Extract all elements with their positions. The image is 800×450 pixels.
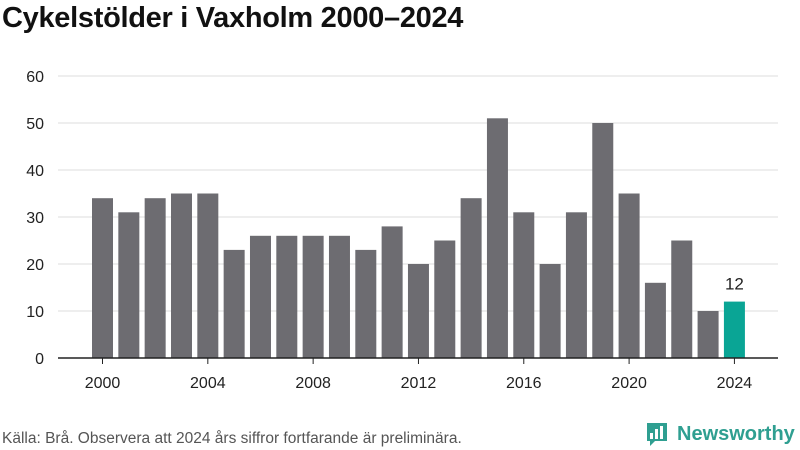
chart-title: Cykelstölder i Vaxholm 2000–2024	[2, 2, 464, 34]
data-labels: 12	[725, 275, 744, 294]
bar-2000	[92, 198, 113, 358]
y-tick-label-50: 50	[26, 116, 44, 133]
bar-2020	[618, 193, 640, 358]
y-axis-ticks: 0 10 20 30 40 50 60	[26, 69, 44, 368]
bar-2006	[249, 235, 271, 358]
bar-2015	[486, 118, 508, 358]
bar-2007	[276, 235, 298, 358]
bars	[92, 118, 745, 358]
bar-2004	[197, 193, 219, 358]
bar-2024	[723, 301, 745, 358]
data-label-2024: 12	[725, 275, 744, 294]
y-tick-label-20: 20	[26, 257, 44, 274]
x-tick-label-2012: 2012	[401, 375, 437, 392]
bar-2011	[381, 226, 403, 358]
bar-2022	[671, 240, 693, 358]
x-tick-label-2000: 2000	[85, 375, 121, 392]
x-tick-label-2020: 2020	[611, 375, 647, 392]
bar-2005	[223, 249, 245, 358]
bar-2018	[565, 212, 587, 358]
bar-2009	[328, 235, 350, 358]
x-tick-label-2008: 2008	[295, 375, 331, 392]
bar-2019	[592, 123, 614, 358]
y-tick-label-40: 40	[26, 163, 44, 180]
newsworthy-logo[interactable]: Newsworthy	[645, 421, 795, 447]
bar-2021	[644, 282, 666, 358]
bar-2016	[513, 212, 535, 358]
bar-2023	[697, 311, 719, 358]
y-tick-label-30: 30	[26, 210, 44, 227]
bar-2001	[118, 212, 140, 358]
bar-2014	[460, 198, 482, 358]
x-tick-label-2004: 2004	[190, 375, 226, 392]
y-tick-label-60: 60	[26, 69, 44, 86]
bar-2012	[407, 264, 429, 358]
bar-2017	[539, 264, 561, 358]
y-tick-label-10: 10	[26, 304, 44, 321]
bar-2002	[144, 198, 166, 358]
bar-2008	[302, 235, 324, 358]
bar-2003	[170, 193, 192, 358]
newsworthy-logo-icon	[647, 423, 667, 446]
x-tick-label-2024: 2024	[717, 375, 753, 392]
x-axis-ticks: 2000 2004 2008 2012 2016 2020 2024	[85, 358, 753, 392]
bar-2013	[434, 240, 456, 358]
logo-text: Newsworthy	[677, 422, 795, 445]
bar-2010	[355, 249, 377, 358]
y-tick-label-0: 0	[35, 351, 44, 368]
source-note: Källa: Brå. Observera att 2024 års siffr…	[2, 430, 462, 447]
x-tick-label-2016: 2016	[506, 375, 542, 392]
